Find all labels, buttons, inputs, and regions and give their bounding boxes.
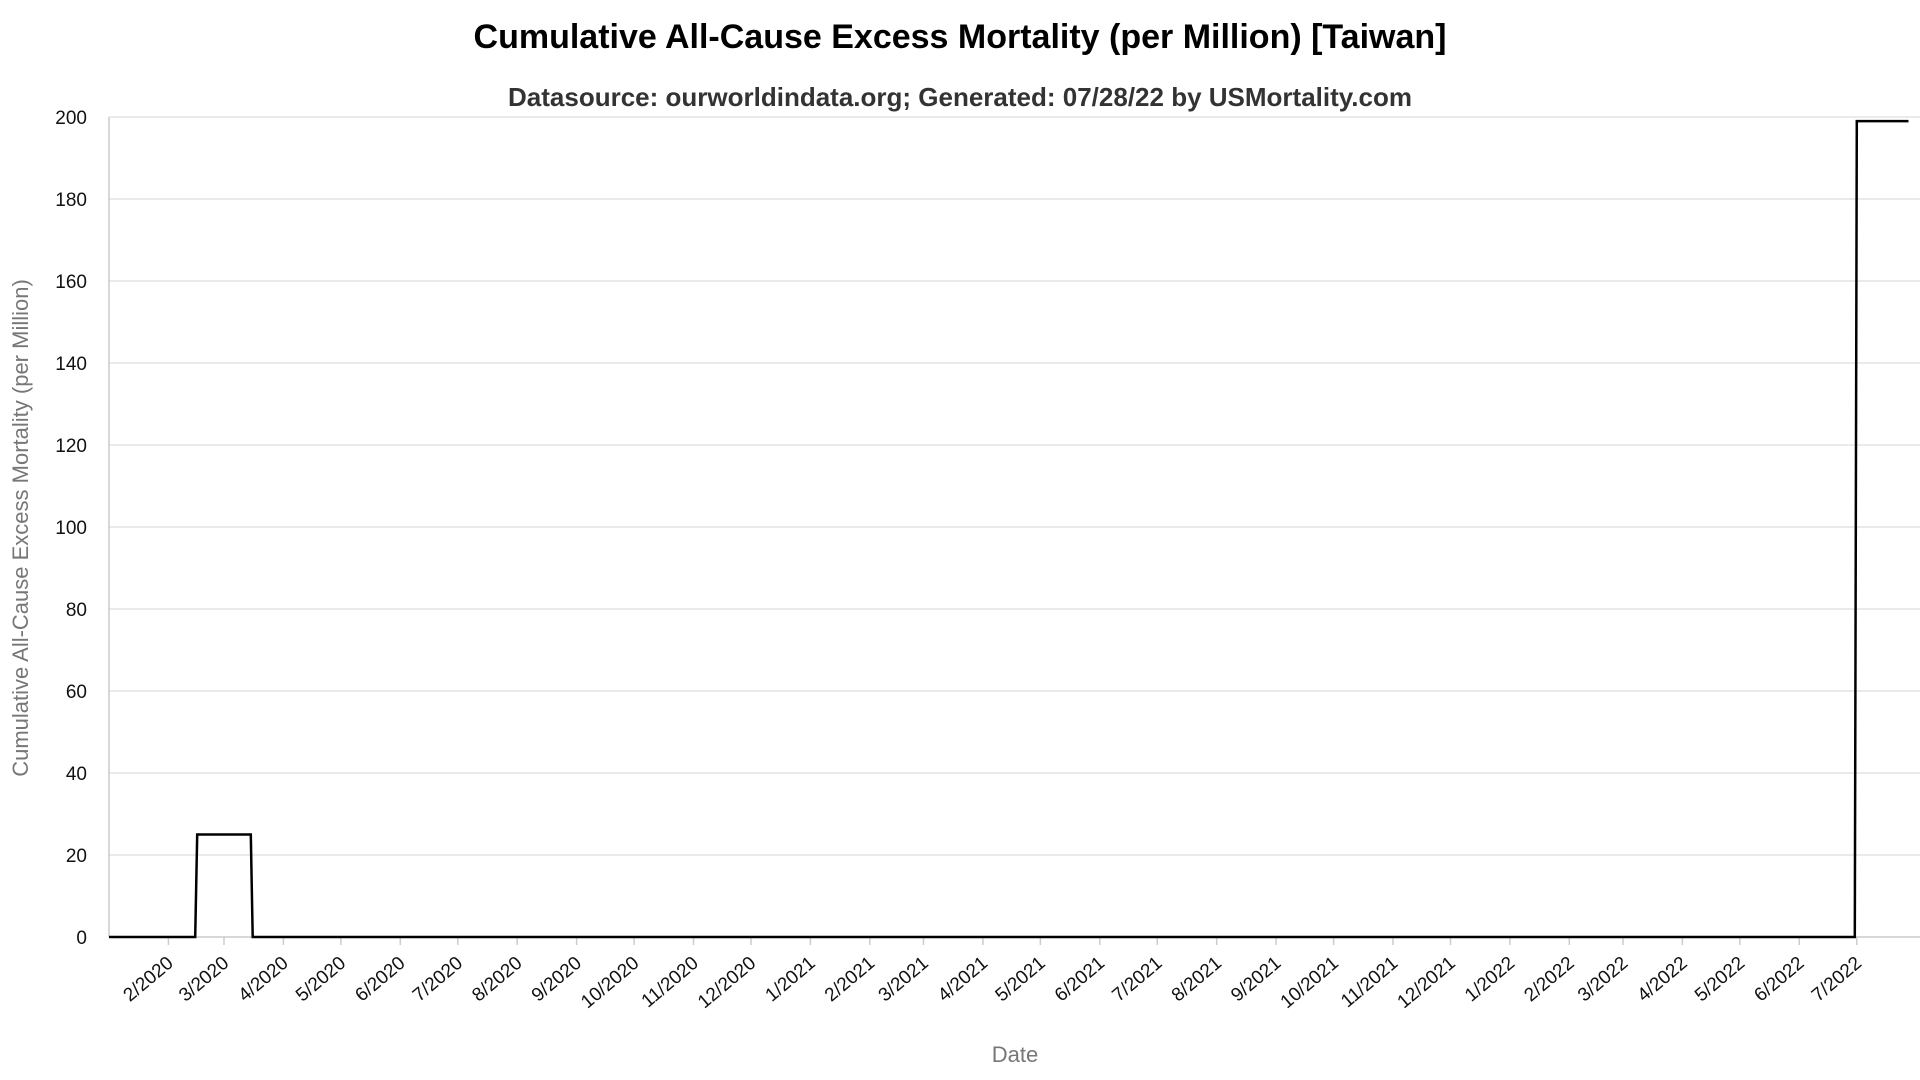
- y-tick-label: 140: [55, 354, 87, 375]
- x-tick-label: 4/2022: [1634, 953, 1692, 1006]
- y-axis-title: Cumulative All-Cause Excess Mortality (p…: [8, 279, 33, 777]
- x-tick-label: 8/2020: [468, 953, 526, 1006]
- x-tick-label: 6/2022: [1750, 953, 1808, 1006]
- x-tick-label: 3/2021: [875, 953, 933, 1006]
- y-tick-label: 20: [66, 846, 87, 867]
- y-tick-label: 100: [55, 518, 87, 539]
- x-tick-label: 5/2021: [992, 953, 1050, 1006]
- x-tick-label: 5/2020: [292, 953, 350, 1006]
- x-tick-label: 10/2020: [577, 953, 643, 1013]
- series-line: [109, 119, 1909, 939]
- x-tick-label: 7/2021: [1108, 953, 1166, 1006]
- y-axis: 0 20 40 60 80 100 120 140 160 180 200: [55, 108, 110, 949]
- x-tick-label: 3/2022: [1574, 953, 1632, 1006]
- x-tick-label: 7/2020: [409, 953, 467, 1006]
- x-axis-title: Date: [992, 1042, 1038, 1067]
- y-tick-label: 120: [55, 436, 87, 457]
- chart-title: Cumulative All-Cause Excess Mortality (p…: [474, 18, 1447, 56]
- x-tick-label: 8/2021: [1168, 953, 1226, 1006]
- y-tick-label: 40: [66, 764, 87, 785]
- x-tick-label: 3/2020: [175, 953, 233, 1006]
- chart-subtitle: Datasource: ourworldindata.org; Generate…: [508, 82, 1412, 112]
- x-tick-label: 11/2021: [1337, 953, 1402, 1012]
- y-tick-label: 200: [55, 108, 87, 129]
- x-tick-label: 6/2021: [1051, 953, 1109, 1006]
- x-tick-label: 4/2021: [934, 953, 992, 1006]
- x-tick-label: 11/2020: [638, 953, 703, 1012]
- x-tick-label: 1/2021: [762, 953, 820, 1006]
- x-tick-label: 1/2022: [1461, 953, 1519, 1006]
- x-tick-label: 7/2022: [1808, 953, 1866, 1006]
- y-tick-label: 160: [55, 272, 87, 293]
- y-tick-label: 0: [76, 928, 87, 949]
- y-tick-label: 60: [66, 682, 87, 703]
- x-tick-label: 2/2021: [821, 953, 879, 1006]
- x-tick-label: 12/2021: [1394, 953, 1460, 1013]
- y-tick-label: 180: [55, 190, 87, 211]
- x-tick-label: 6/2020: [351, 953, 409, 1006]
- y-tick-label: 80: [66, 600, 87, 621]
- series-layer: [109, 119, 1909, 939]
- grid: [109, 116, 1920, 856]
- x-tick-label: 4/2020: [235, 953, 293, 1006]
- x-tick-label: 2/2022: [1520, 953, 1578, 1006]
- x-tick-label: 10/2021: [1277, 953, 1343, 1013]
- x-tick-label: 2/2020: [120, 953, 178, 1006]
- x-tick-label: 5/2022: [1691, 953, 1749, 1006]
- x-tick-label: 12/2020: [694, 953, 760, 1013]
